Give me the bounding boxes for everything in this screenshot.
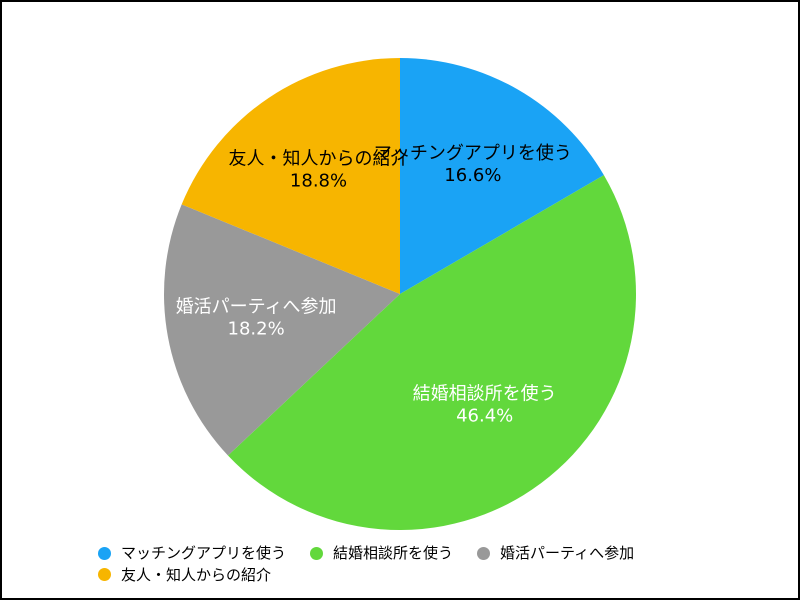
legend-item-1: マッチングアプリを使う xyxy=(98,543,286,563)
slice-category-label-1: マッチングアプリを使う xyxy=(374,143,572,164)
slice-value-label-1: 16.6% xyxy=(444,165,501,186)
legend-label-2: 結婚相談所を使う xyxy=(333,544,454,562)
legend-marker-1 xyxy=(98,546,111,560)
legend-marker-2 xyxy=(310,546,324,560)
legend-marker-4 xyxy=(98,568,111,581)
slice-category-label-2: 結婚相談所を使う xyxy=(413,384,557,405)
legend-item-3: 婚活パーティへ参加 xyxy=(477,543,634,563)
slice-value-label-3: 18.2% xyxy=(228,319,285,340)
pie-slice-3 xyxy=(164,204,400,456)
slice-category-label-3: 婚活パーティへ参加 xyxy=(176,297,337,318)
legend-label-3: 婚活パーティへ参加 xyxy=(500,544,635,562)
slice-value-label-2: 46.4% xyxy=(456,406,513,427)
slice-category-label-4: 友人・知人からの紹介 xyxy=(229,148,409,169)
pie-slice-2 xyxy=(227,175,637,530)
legend: マッチングアプリを使う 結婚相談所を使う 婚活パーティへ参加友人・知人からの紹介 xyxy=(98,543,738,586)
legend-label-1: マッチングアプリを使う xyxy=(121,544,287,562)
slice-value-label-4: 18.8% xyxy=(290,170,347,191)
legend-item-2: 結婚相談所を使う xyxy=(310,543,453,563)
pie-slice-1 xyxy=(400,58,604,294)
pie-slice-4 xyxy=(181,58,400,294)
legend-item-4: 友人・知人からの紹介 xyxy=(98,565,271,585)
legend-marker-3 xyxy=(477,546,491,560)
legend-label-4: 友人・知人からの紹介 xyxy=(121,565,272,584)
